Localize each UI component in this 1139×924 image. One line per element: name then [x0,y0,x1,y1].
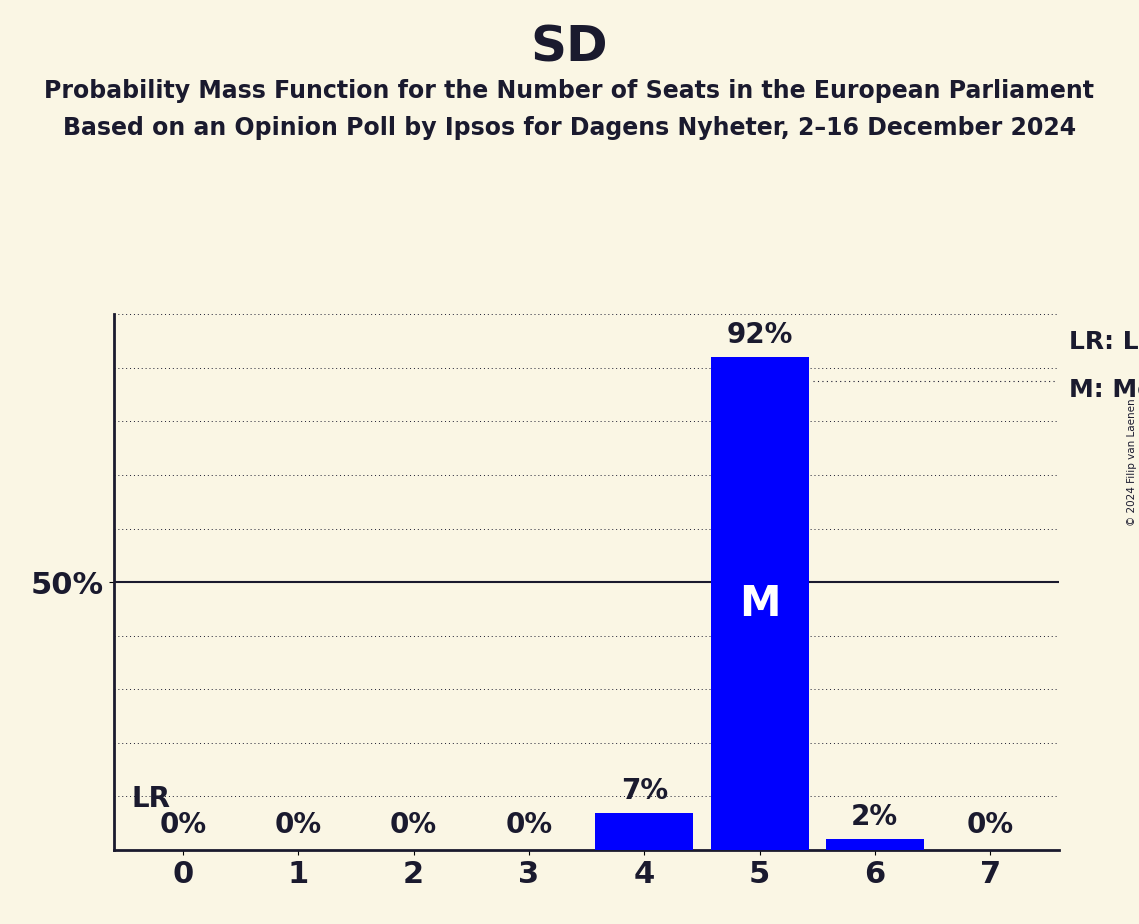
Text: Probability Mass Function for the Number of Seats in the European Parliament: Probability Mass Function for the Number… [44,79,1095,103]
Text: 0%: 0% [274,811,322,839]
Bar [711,357,809,850]
Text: LR: Last Result: LR: Last Result [1068,330,1139,354]
Text: 0%: 0% [967,811,1014,839]
Text: M: Median: M: Median [1068,379,1139,403]
Text: SD: SD [531,23,608,71]
Text: © 2024 Filip van Laenen: © 2024 Filip van Laenen [1126,398,1137,526]
Text: 0%: 0% [390,811,437,839]
Text: M: M [739,582,780,625]
Text: Based on an Opinion Poll by Ipsos for Dagens Nyheter, 2–16 December 2024: Based on an Opinion Poll by Ipsos for Da… [63,116,1076,140]
Text: 7%: 7% [621,776,667,805]
Bar [596,812,694,850]
Text: LR: LR [131,785,170,813]
Text: 2%: 2% [851,803,899,832]
Bar [826,839,924,850]
Text: 0%: 0% [159,811,206,839]
Text: 92%: 92% [727,321,793,349]
Text: 0%: 0% [506,811,552,839]
